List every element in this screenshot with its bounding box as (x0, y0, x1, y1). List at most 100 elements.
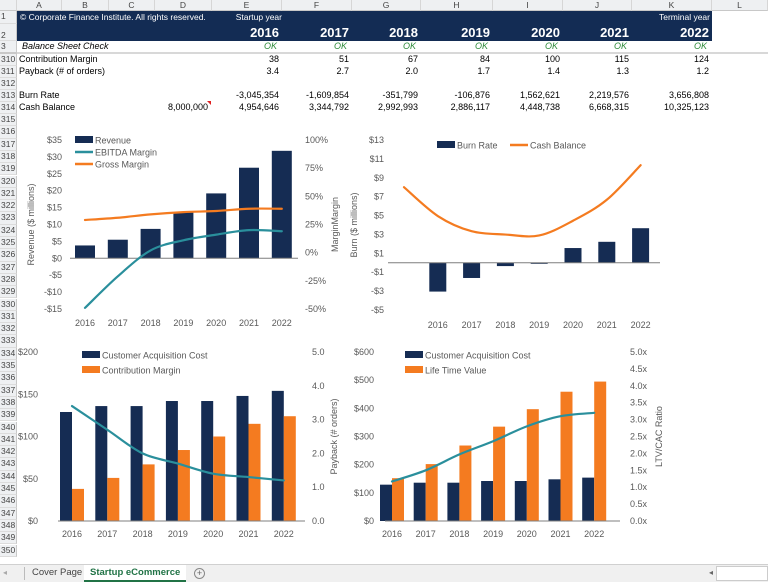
scroll-tabs-left-icon[interactable]: ◂ (3, 568, 8, 577)
row-header[interactable]: 327 (0, 261, 17, 274)
row-header[interactable]: 313 (0, 90, 17, 102)
row-header[interactable]: 325 (0, 237, 17, 250)
horizontal-scrollbar[interactable] (716, 566, 768, 581)
contribution-value-cell[interactable]: 124 (693, 54, 709, 64)
row-header[interactable]: 346 (0, 495, 17, 508)
contribution-value-cell[interactable]: 84 (479, 54, 490, 64)
cash-value-cell[interactable]: 10,325,123 (663, 102, 709, 112)
column-header[interactable]: B (62, 0, 109, 11)
row-header[interactable]: 315 (0, 114, 17, 127)
startup-year-label: Startup year (235, 12, 282, 22)
row-header[interactable]: 310 (0, 54, 17, 66)
row-header[interactable]: 320 (0, 175, 17, 188)
payback-value-cell[interactable]: 2.7 (336, 66, 349, 76)
row-header[interactable]: 330 (0, 298, 17, 311)
row-header[interactable]: 347 (0, 507, 17, 520)
select-all-corner[interactable] (0, 0, 17, 11)
burn-value-cell[interactable]: -3,045,354 (235, 90, 279, 100)
row-header[interactable]: 1 (0, 11, 17, 24)
divider (17, 52, 768, 54)
column-header[interactable]: I (493, 0, 563, 11)
row-header[interactable]: 332 (0, 323, 17, 336)
row-header[interactable]: 314 (0, 102, 17, 114)
payback-value-cell[interactable]: 3.4 (266, 66, 279, 76)
column-header[interactable]: E (212, 0, 282, 11)
scroll-left-icon[interactable]: ◂ (709, 568, 714, 577)
row-header[interactable]: 321 (0, 187, 17, 201)
payback-value-cell[interactable]: 1.7 (477, 66, 490, 76)
row-header[interactable]: 316 (0, 126, 17, 139)
row-header[interactable]: 318 (0, 150, 17, 164)
row-header[interactable]: 344 (0, 470, 17, 483)
row-header[interactable]: 345 (0, 483, 17, 496)
y-tick-label: -$5 (49, 270, 62, 280)
burn-value-cell[interactable]: -351,799 (382, 90, 418, 100)
contribution-value-cell[interactable]: 100 (544, 54, 560, 64)
payback-value-cell[interactable]: 1.3 (616, 66, 629, 76)
column-header[interactable]: J (563, 0, 632, 11)
plus-circle-icon[interactable]: + (194, 568, 205, 579)
initial-cash-cell[interactable]: 8,000,000 (167, 102, 208, 112)
burn-value-cell[interactable]: -106,876 (454, 90, 490, 100)
row-header[interactable]: 2 (0, 24, 17, 41)
column-header[interactable]: D (155, 0, 212, 11)
row-header[interactable]: 342 (0, 446, 17, 459)
burn-value-cell[interactable]: 2,219,576 (588, 90, 629, 100)
bar-life-time-value (493, 426, 506, 521)
column-header[interactable]: C (109, 0, 155, 11)
cash-value-cell[interactable]: 2,886,117 (450, 102, 490, 112)
row-header[interactable]: 341 (0, 433, 17, 447)
row-header[interactable]: 311 (0, 66, 17, 78)
check-ok: OK (263, 41, 277, 51)
contribution-value-cell[interactable]: 115 (614, 54, 629, 64)
column-header[interactable]: A (17, 0, 62, 11)
row-header[interactable]: 312 (0, 78, 17, 90)
row-header[interactable]: 350 (0, 544, 17, 557)
row-header[interactable]: 334 (0, 347, 17, 360)
row-header[interactable]: 338 (0, 396, 17, 410)
cash-value-cell[interactable]: 6,668,315 (588, 102, 629, 112)
contribution-value-cell[interactable]: 38 (268, 54, 279, 64)
row-header[interactable]: 333 (0, 335, 17, 348)
row-header[interactable]: 340 (0, 421, 17, 434)
row-header[interactable]: 343 (0, 458, 17, 471)
row-header[interactable]: 348 (0, 519, 17, 533)
cash-value-cell[interactable]: 4,954,646 (238, 102, 279, 112)
tab-cover-page[interactable]: Cover Page (32, 567, 83, 578)
row-header[interactable]: 328 (0, 273, 17, 287)
row-header[interactable]: 339 (0, 409, 17, 422)
burn-value-cell[interactable]: -1,609,854 (305, 90, 349, 100)
row-header[interactable]: 337 (0, 384, 17, 397)
cash-value-cell[interactable]: 4,448,738 (519, 102, 560, 112)
payback-value-cell[interactable]: 1.2 (696, 66, 709, 76)
row-header[interactable]: 329 (0, 286, 17, 299)
tab-startup-ecommerce[interactable]: Startup eCommerce (84, 565, 187, 582)
contribution-value-cell[interactable]: 51 (338, 54, 349, 64)
bar-burn-rate (429, 262, 447, 292)
row-header[interactable]: 319 (0, 163, 17, 176)
cash-value-cell[interactable]: 2,992,993 (377, 102, 418, 112)
column-header[interactable]: K (632, 0, 712, 11)
row-header[interactable]: 336 (0, 372, 17, 385)
comment-indicator-icon[interactable] (207, 101, 211, 105)
column-header[interactable]: F (282, 0, 352, 11)
row-header[interactable]: 323 (0, 212, 17, 225)
row-header[interactable]: 331 (0, 310, 17, 324)
burn-value-cell[interactable]: 1,562,621 (519, 90, 560, 100)
contribution-value-cell[interactable]: 67 (407, 54, 418, 64)
bar-revenue (75, 245, 95, 259)
payback-value-cell[interactable]: 1.4 (547, 66, 560, 76)
cash-value-cell[interactable]: 3,344,792 (308, 102, 349, 112)
row-header[interactable]: 3 (0, 41, 17, 54)
bar-customer-acquisition-cost (201, 401, 214, 521)
row-header[interactable]: 324 (0, 224, 17, 237)
row-header[interactable]: 335 (0, 360, 17, 373)
row-header[interactable]: 349 (0, 532, 17, 545)
row-header[interactable]: 322 (0, 200, 17, 213)
column-header[interactable]: H (421, 0, 493, 11)
row-header[interactable]: 326 (0, 249, 17, 262)
row-header[interactable]: 317 (0, 138, 17, 151)
burn-value-cell[interactable]: 3,656,808 (668, 90, 709, 100)
column-header[interactable]: G (352, 0, 421, 11)
payback-value-cell[interactable]: 2.0 (405, 66, 418, 76)
